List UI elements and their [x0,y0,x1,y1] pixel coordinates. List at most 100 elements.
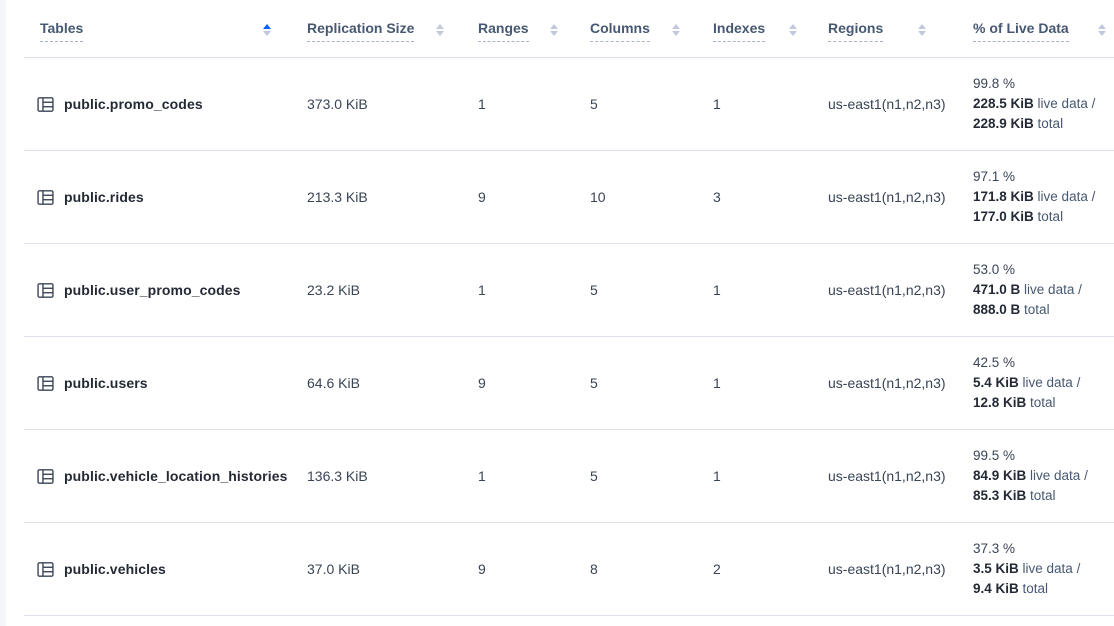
live-data-cell: 99.5 % 84.9 KiB live data / 85.3 KiB tot… [973,446,1114,506]
total-data-line: 9.4 KiB total [973,581,1049,596]
sort-icon[interactable] [918,24,926,36]
table-name-link[interactable]: public.vehicle_location_histories [64,468,288,484]
columns-value: 5 [590,96,598,112]
live-percent: 53.0 % [973,262,1016,277]
live-data-cell: 53.0 % 471.0 B live data / 888.0 B total [973,260,1114,320]
column-header-label: % of Live Data [973,20,1069,42]
column-header-label: Tables [40,20,84,42]
table-icon [37,468,54,485]
table-icon [37,561,54,578]
column-header-label: Regions [828,20,884,42]
sort-icon[interactable] [672,24,680,36]
indexes-value: 3 [713,189,721,205]
live-percent: 97.1 % [973,169,1016,184]
sort-desc-triangle-icon [263,31,271,36]
sort-asc-triangle-icon [1098,24,1106,29]
regions-value: us-east1(n1,n2,n3) [828,561,946,577]
total-data-line: 12.8 KiB total [973,395,1056,410]
live-data-cell: 97.1 % 171.8 KiB live data / 177.0 KiB t… [973,167,1114,227]
sort-icon[interactable] [1098,24,1106,36]
sort-asc-triangle-icon [550,24,558,29]
sort-icon[interactable] [436,24,444,36]
sort-desc-triangle-icon [918,31,926,36]
sort-asc-triangle-icon [672,24,680,29]
sort-icon[interactable] [550,24,558,36]
table-name-link[interactable]: public.promo_codes [64,96,203,112]
live-data-line: 84.9 KiB live data / [973,468,1088,483]
indexes-value: 1 [713,96,721,112]
table-icon [37,375,54,392]
replication-size-value: 23.2 KiB [307,282,360,298]
table-row[interactable]: public.vehicle_location_histories 136.3 … [24,430,1114,523]
column-header-replication-size[interactable]: Replication Size [307,0,478,57]
column-header-tables[interactable]: Tables [24,0,307,57]
sort-icon[interactable] [263,24,271,36]
ranges-value: 1 [478,468,486,484]
columns-value: 5 [590,375,598,391]
sort-desc-triangle-icon [672,31,680,36]
table-icon [37,189,54,206]
total-data-line: 177.0 KiB total [973,209,1064,224]
table-name-link[interactable]: public.user_promo_codes [64,282,241,298]
regions-value: us-east1(n1,n2,n3) [828,189,946,205]
replication-size-value: 37.0 KiB [307,561,360,577]
live-data-line: 228.5 KiB live data / [973,96,1096,111]
columns-value: 10 [590,189,606,205]
ranges-value: 1 [478,96,486,112]
table-header-row: Tables Replication Size Ranges Columns I… [24,0,1114,58]
columns-value: 8 [590,561,598,577]
regions-value: us-east1(n1,n2,n3) [828,282,946,298]
live-percent: 99.5 % [973,448,1016,463]
sort-icon[interactable] [789,24,797,36]
table-row[interactable]: public.rides 213.3 KiB 9 10 3 us-east1(n… [24,151,1114,244]
sort-desc-triangle-icon [550,31,558,36]
table-row[interactable]: public.promo_codes 373.0 KiB 1 5 1 us-ea… [24,58,1114,151]
ranges-value: 9 [478,561,486,577]
table-name-link[interactable]: public.vehicles [64,561,166,577]
page-left-gutter [0,0,6,626]
live-data-line: 5.4 KiB live data / [973,375,1081,390]
indexes-value: 1 [713,468,721,484]
live-data-cell: 99.8 % 228.5 KiB live data / 228.9 KiB t… [973,74,1114,134]
live-data-line: 3.5 KiB live data / [973,561,1081,576]
sort-asc-triangle-icon [263,24,271,29]
sort-desc-triangle-icon [789,31,797,36]
sort-asc-triangle-icon [436,24,444,29]
column-header-indexes[interactable]: Indexes [713,0,828,57]
live-data-line: 471.0 B live data / [973,282,1082,297]
total-data-line: 888.0 B total [973,302,1050,317]
replication-size-value: 373.0 KiB [307,96,368,112]
sort-desc-triangle-icon [436,31,444,36]
replication-size-value: 213.3 KiB [307,189,368,205]
table-icon [37,282,54,299]
column-header-ranges[interactable]: Ranges [478,0,590,57]
table-icon [37,96,54,113]
regions-value: us-east1(n1,n2,n3) [828,96,946,112]
table-name-link[interactable]: public.users [64,375,148,391]
column-header-columns[interactable]: Columns [590,0,713,57]
replication-size-value: 64.6 KiB [307,375,360,391]
table-row[interactable]: public.user_promo_codes 23.2 KiB 1 5 1 u… [24,244,1114,337]
table-name-link[interactable]: public.rides [64,189,144,205]
column-header-live-data[interactable]: % of Live Data [973,0,1114,57]
sort-asc-triangle-icon [918,24,926,29]
replication-size-value: 136.3 KiB [307,468,368,484]
column-header-label: Columns [590,20,650,42]
table-row[interactable]: public.vehicles 37.0 KiB 9 8 2 us-east1(… [24,523,1114,616]
live-percent: 99.8 % [973,76,1016,91]
column-header-label: Ranges [478,20,529,42]
live-percent: 42.5 % [973,355,1016,370]
indexes-value: 1 [713,282,721,298]
ranges-value: 9 [478,375,486,391]
table-row[interactable]: public.users 64.6 KiB 9 5 1 us-east1(n1,… [24,337,1114,430]
column-header-regions[interactable]: Regions [828,0,973,57]
live-data-cell: 42.5 % 5.4 KiB live data / 12.8 KiB tota… [973,353,1114,413]
indexes-value: 2 [713,561,721,577]
sort-asc-triangle-icon [789,24,797,29]
ranges-value: 9 [478,189,486,205]
live-data-line: 171.8 KiB live data / [973,189,1096,204]
regions-value: us-east1(n1,n2,n3) [828,468,946,484]
live-data-cell: 37.3 % 3.5 KiB live data / 9.4 KiB total [973,539,1114,599]
indexes-value: 1 [713,375,721,391]
